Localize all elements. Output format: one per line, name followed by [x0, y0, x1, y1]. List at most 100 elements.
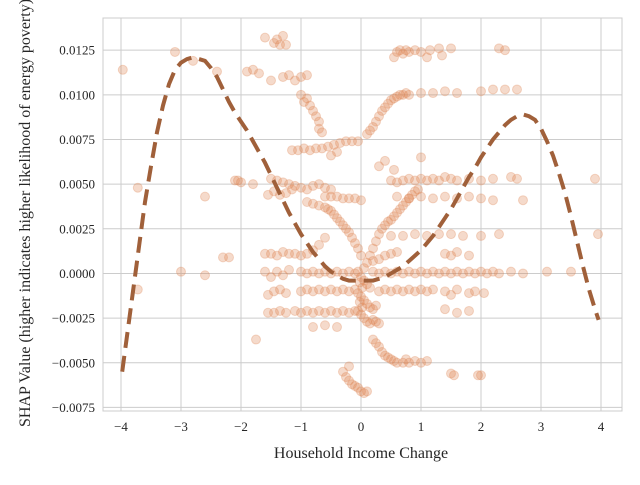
- scatter-point: [275, 39, 285, 50]
- scatter-point: [401, 196, 411, 207]
- scatter-point: [386, 95, 396, 106]
- scatter-point: [428, 193, 438, 204]
- scatter-point: [416, 191, 426, 202]
- scatter-point: [488, 173, 498, 184]
- scatter-point: [446, 229, 456, 240]
- scatter-point: [371, 236, 381, 247]
- scatter-point: [332, 322, 342, 333]
- scatter-point: [371, 316, 381, 327]
- scatter-point: [314, 239, 324, 250]
- scatter-point: [362, 316, 372, 327]
- scatter-point: [494, 43, 504, 54]
- scatter-point: [314, 179, 324, 190]
- x-tick-label: −3: [174, 419, 188, 434]
- scatter-point: [317, 143, 327, 154]
- scatter-point: [446, 173, 456, 184]
- scatter-point: [398, 286, 408, 297]
- scatter-point: [380, 250, 390, 261]
- scatter-point: [371, 116, 381, 127]
- scatter-point: [296, 307, 306, 318]
- scatter-point: [398, 175, 408, 186]
- scatter-point: [410, 45, 420, 56]
- scatter-point: [296, 266, 306, 277]
- scatter-point: [224, 252, 234, 263]
- scatter-point: [357, 302, 368, 313]
- scatter-point: [359, 295, 369, 306]
- scatter-point: [518, 195, 528, 206]
- scatter-point: [440, 191, 450, 202]
- scatter-point: [269, 286, 279, 297]
- scatter-point: [446, 289, 456, 300]
- scatter-point: [416, 46, 426, 57]
- scatter-point: [314, 305, 324, 316]
- scatter-point: [395, 204, 405, 215]
- scatter-point: [380, 220, 390, 231]
- scatter-point: [338, 284, 348, 295]
- scatter-point: [404, 357, 414, 368]
- scatter-point: [365, 302, 375, 313]
- scatter-point: [308, 198, 318, 209]
- scatter-point: [440, 304, 450, 315]
- scatter-point: [347, 136, 357, 147]
- scatter-point: [284, 179, 294, 190]
- scatter-point: [386, 175, 396, 186]
- x-axis-label: Household Income Change: [274, 445, 448, 462]
- scatter-point: [458, 268, 468, 279]
- scatter-point: [395, 45, 405, 56]
- scatter-point: [368, 266, 378, 277]
- scatter-point: [374, 341, 384, 352]
- y-tick-label: −0.0075: [52, 400, 95, 415]
- scatter-point: [410, 355, 420, 366]
- scatter-point: [464, 250, 474, 261]
- scatter-point: [344, 266, 354, 277]
- scatter-point: [434, 175, 444, 186]
- scatter-point: [308, 105, 318, 116]
- scatter-point: [296, 182, 306, 193]
- scatter-point: [284, 70, 294, 81]
- scatter-point: [380, 284, 390, 295]
- scatter-point: [263, 289, 273, 300]
- scatter-point: [350, 305, 360, 316]
- scatter-point: [350, 284, 360, 295]
- scatter-point: [236, 177, 246, 188]
- scatter-point: [476, 230, 486, 241]
- scatter-point: [416, 266, 426, 277]
- scatter-point: [251, 334, 261, 345]
- scatter-point: [335, 138, 345, 149]
- scatter-point: [371, 338, 381, 349]
- scatter-point: [410, 186, 420, 197]
- scatter-point: [452, 266, 462, 277]
- scatter-point: [416, 152, 426, 163]
- scatter-point: [332, 286, 342, 297]
- scatter-point: [302, 305, 312, 316]
- scatter-point: [335, 216, 345, 227]
- x-tick-label: 2: [478, 419, 485, 434]
- y-tick-label: 0.0125: [59, 43, 95, 58]
- scatter-point: [590, 173, 600, 184]
- scatter-point: [479, 288, 489, 299]
- scatter-point: [278, 30, 288, 41]
- scatter-point: [338, 305, 348, 316]
- scatter-point: [446, 268, 456, 279]
- scatter-point: [344, 375, 354, 386]
- y-tick-labels: −0.0075 −0.0050 −0.0025 0.0000 0.0025 0.0050 0…: [52, 43, 95, 415]
- scatter-point: [476, 266, 486, 277]
- scatter-point: [308, 307, 318, 318]
- scatter-point: [326, 150, 336, 161]
- scatter-point: [290, 305, 300, 316]
- scatter-point: [365, 318, 375, 329]
- scatter-point: [428, 284, 438, 295]
- scatter-point: [383, 216, 393, 227]
- scatter-point: [311, 143, 321, 154]
- scatter-point: [344, 286, 354, 297]
- scatter-point: [398, 200, 408, 211]
- scatter-point: [272, 266, 282, 277]
- scatter-point: [305, 100, 315, 111]
- trend-line: [120, 55, 601, 372]
- scatter-point: [320, 232, 330, 243]
- scatter-point: [365, 250, 375, 261]
- scatter-point: [362, 386, 372, 397]
- scatter-point: [389, 93, 399, 104]
- scatter-point: [488, 84, 498, 95]
